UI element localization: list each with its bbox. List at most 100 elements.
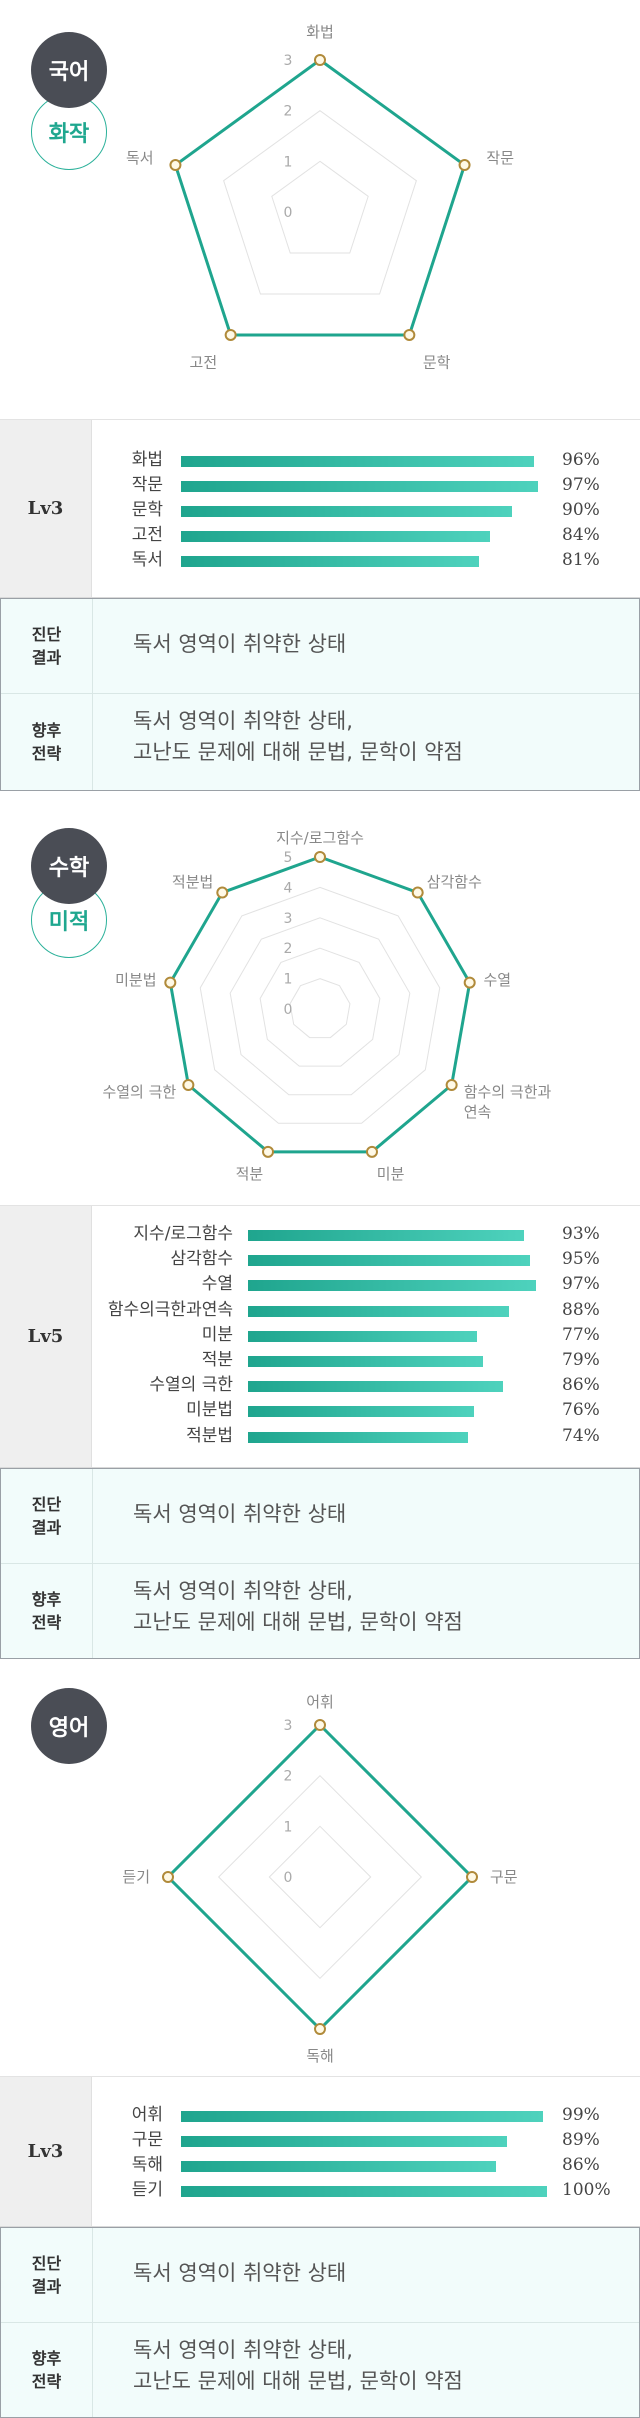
- diagnosis-label: 진단 결과: [1, 2228, 93, 2322]
- bar-percent: 79%: [562, 1350, 600, 1370]
- radar-tick-label: 2: [284, 104, 293, 120]
- strategy-row: 향후 전략 독서 영역이 취약한 상태, 고난도 문제에 대해 문법, 문학이 약점: [1, 1564, 639, 1658]
- bar-label: 지수/로그함수: [133, 1224, 233, 1244]
- strategy-line: 고난도 문제에 대해 문법, 문학이 약점: [133, 740, 463, 764]
- radar-axis-label: 적분: [236, 1165, 264, 1183]
- bar-percent: 89%: [562, 2130, 600, 2150]
- radar-point: [458, 159, 471, 172]
- bar-fill: [248, 1431, 468, 1443]
- bar-percent: 77%: [562, 1324, 600, 1345]
- bar-fill: [248, 1406, 474, 1418]
- radar-grid-ring: [229, 917, 411, 1096]
- radar-tick-label: 2: [284, 941, 293, 957]
- diagnosis-text: 독서 영역이 취약한 상태: [133, 632, 347, 656]
- radar-tick-label: 1: [284, 972, 293, 988]
- bar-percent: 100%: [562, 2180, 611, 2200]
- strategy-text: 독서 영역이 취약한 상태, 고난도 문제에 대해 문법, 문학이 약점: [133, 2335, 463, 2397]
- level-bars-section: Lv3 어휘 99% 구문 89% 독해 86% 듣기 100%: [0, 2077, 640, 2227]
- bar-row: 삼각함수 95%: [0, 1247, 640, 1272]
- strategy-row: 향후 전략 독서 영역이 취약한 상태, 고난도 문제에 대해 문법, 문학이 약점: [1, 694, 639, 790]
- radar-axis-label: 수열의 극한: [102, 1083, 176, 1101]
- bar-label: 작문: [131, 475, 163, 495]
- bar-row: 어휘 99%: [0, 2103, 640, 2128]
- bar-label: 어휘: [131, 2105, 163, 2125]
- bar-label: 화법: [131, 450, 163, 470]
- level-label: Lv3: [0, 420, 92, 597]
- bar-fill: [248, 1305, 510, 1317]
- bar-label: 문학: [131, 500, 163, 520]
- bar-label: 수열의 극한: [149, 1375, 233, 1396]
- radar-axis-label: 독해: [306, 2047, 334, 2065]
- diagnosis-box: 진단 결과 독서 영역이 취약한 상태 향후 전략 독서 영역이 취약한 상태, 고난도…: [0, 1468, 640, 1659]
- bar-label: 삼각함수: [170, 1249, 233, 1270]
- radar-axis-label: 미분: [377, 1165, 405, 1183]
- bar-fill: [181, 481, 538, 492]
- bar-row: 고전 84%: [0, 523, 640, 548]
- level-bars-section: Lv3 화법 96% 작문 97% 문학 90% 고전 84% 독서 81%: [0, 420, 640, 598]
- bar-percent: 96%: [562, 450, 600, 470]
- bar-row: 적분 79%: [0, 1348, 640, 1373]
- bar-label: 함수의극한과연속: [107, 1299, 233, 1320]
- radar-axis-label: 수열: [483, 971, 511, 989]
- radar-axis-label: 듣기: [122, 1868, 150, 1886]
- bar-fill: [248, 1230, 525, 1241]
- bar-fill: [181, 531, 491, 542]
- radar-tick-label: 3: [284, 53, 293, 69]
- radar-point: [262, 1145, 275, 1158]
- radar-tick-label: 5: [284, 850, 293, 866]
- radar-point: [463, 976, 476, 989]
- bar-row: 작문 97%: [0, 473, 640, 498]
- bar-label: 수열: [201, 1274, 233, 1295]
- strategy-text: 독서 영역이 취약한 상태, 고난도 문제에 대해 문법, 문학이 약점: [133, 1576, 463, 1638]
- radar-series-line: [173, 58, 467, 337]
- radar-axis-label: 어휘: [306, 1693, 334, 1711]
- bar-fill: [181, 2136, 507, 2147]
- radar-axis-label: 구문: [490, 1868, 518, 1886]
- bar-fill: [248, 1255, 531, 1267]
- diagnosis-divider: [1, 693, 639, 694]
- radar-axis-label: 문학: [423, 354, 451, 372]
- diagnosis-label-text: 진단 결과: [31, 2254, 62, 2296]
- radar-grid-ring: [217, 1774, 423, 1980]
- bar-row: 미분 77%: [0, 1323, 640, 1348]
- radar-tick-label: 1: [284, 1819, 293, 1835]
- radar-point: [314, 54, 326, 66]
- bar-fill: [181, 2111, 544, 2122]
- strategy-line: 독서 영역이 취약한 상태,: [133, 2338, 353, 2362]
- bar-percent: 97%: [562, 1274, 600, 1295]
- strategy-row: 향후 전략 독서 영역이 취약한 상태, 고난도 문제에 대해 문법, 문학이 약점: [1, 2323, 639, 2417]
- diagnosis-label-text: 진단 결과: [31, 625, 62, 667]
- bar-row: 수열 97%: [0, 1272, 640, 1297]
- bar-label: 독해: [131, 2155, 163, 2175]
- strategy-label: 향후 전략: [1, 1564, 93, 1658]
- radar-point: [445, 1079, 458, 1091]
- bar-percent: 86%: [562, 2155, 600, 2175]
- bar-label: 독서: [131, 550, 163, 570]
- radar-axis-label: 지수/로그함수: [276, 829, 364, 847]
- radar-axis-label: 삼각함수: [427, 873, 482, 891]
- diagnosis-label: 진단 결과: [1, 599, 93, 693]
- bar-percent: 90%: [562, 500, 600, 520]
- bar-fill: [248, 1356, 483, 1367]
- strategy-line: 고난도 문제에 대해 문법, 문학이 약점: [133, 2369, 463, 2393]
- radar-series-line: [165, 1722, 475, 2032]
- bar-fill: [248, 1280, 537, 1292]
- radar-point: [224, 328, 237, 341]
- subcourse-badge[interactable]: 화작: [31, 94, 107, 170]
- bar-percent: 74%: [562, 1425, 600, 1446]
- radar-tick-label: 0: [284, 1870, 293, 1886]
- radar-axis-label: 독서: [126, 149, 154, 167]
- bar-row: 수열의 극한 86%: [0, 1373, 640, 1398]
- radar-point: [314, 851, 326, 863]
- bar-percent: 99%: [562, 2105, 600, 2125]
- strategy-label-text: 향후 전략: [31, 2349, 62, 2391]
- bar-row: 적분법 74%: [0, 1424, 640, 1449]
- radar-axis-label: 함수의 극한과 연속: [464, 1083, 552, 1121]
- diagnosis-box: 진단 결과 독서 영역이 취약한 상태 향후 전략 독서 영역이 취약한 상태, 고난도…: [0, 2227, 640, 2418]
- radar-point: [314, 2023, 326, 2035]
- bar-percent: 76%: [562, 1400, 600, 1421]
- radar-point: [365, 1145, 378, 1158]
- radar-axis-label: 작문: [486, 149, 514, 167]
